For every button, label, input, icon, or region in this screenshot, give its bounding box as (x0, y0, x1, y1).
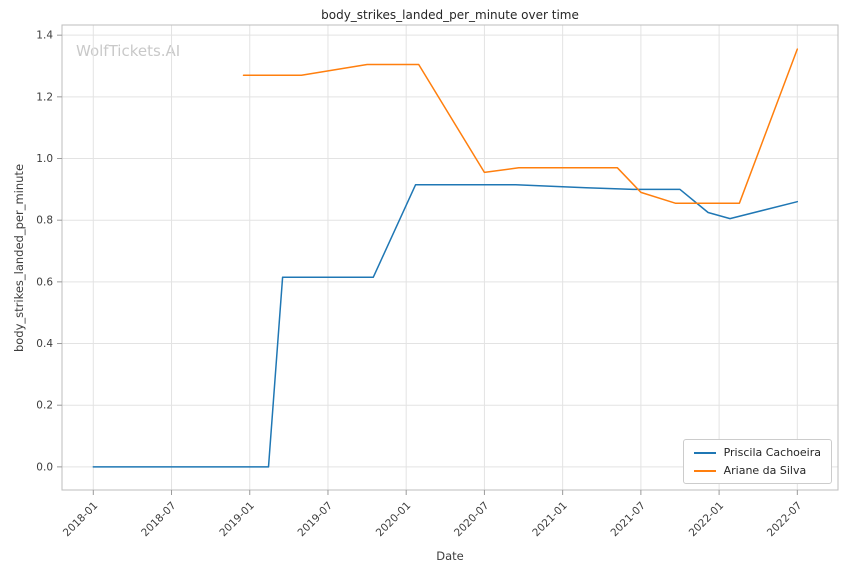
plot-border (61, 24, 839, 491)
x-tick-label: 2021-07 (608, 500, 648, 540)
x-tick-label: 2019-01 (217, 500, 257, 540)
x-tick-label: 2022-07 (765, 500, 805, 540)
y-tick-label: 0.2 (36, 400, 53, 412)
x-axis-label: Date (436, 549, 464, 563)
legend-line-swatch-priscila (693, 451, 716, 454)
chart-title: body_strikes_landed_per_minute over time (321, 8, 579, 22)
y-tick-label: 1.2 (36, 91, 53, 103)
legend-label-priscila: Priscila Cachoeira (723, 446, 821, 459)
y-tick-label: 0.6 (36, 276, 53, 288)
legend-item-priscila: Priscila Cachoeira (693, 446, 821, 459)
x-tick-label: 2020-01 (374, 500, 414, 540)
x-tick-label: 2018-07 (139, 500, 179, 540)
y-tick-label: 1.4 (36, 30, 53, 42)
x-tick-label: 2018-01 (61, 500, 101, 540)
legend-line-swatch-ariane (693, 469, 716, 472)
watermark: WolfTickets.AI (76, 42, 181, 60)
legend: Priscila Cachoeira Ariane da Silva (682, 439, 832, 484)
x-tick-label: 2021-01 (530, 500, 570, 540)
x-tick-label: 2022-01 (687, 500, 727, 540)
x-tick-label: 2020-07 (452, 500, 492, 540)
y-tick-label: 1.0 (36, 153, 53, 165)
legend-label-ariane: Ariane da Silva (723, 464, 807, 477)
y-axis-label: body_strikes_landed_per_minute (12, 163, 26, 353)
y-tick-label: 0.8 (36, 215, 53, 227)
legend-item-ariane: Ariane da Silva (693, 464, 821, 477)
x-tick-label: 2019-07 (296, 500, 336, 540)
series-line-1 (242, 48, 799, 204)
series-line-0 (92, 183, 799, 468)
y-tick-label: 0.0 (36, 461, 53, 473)
y-tick-label: 0.4 (36, 338, 53, 350)
